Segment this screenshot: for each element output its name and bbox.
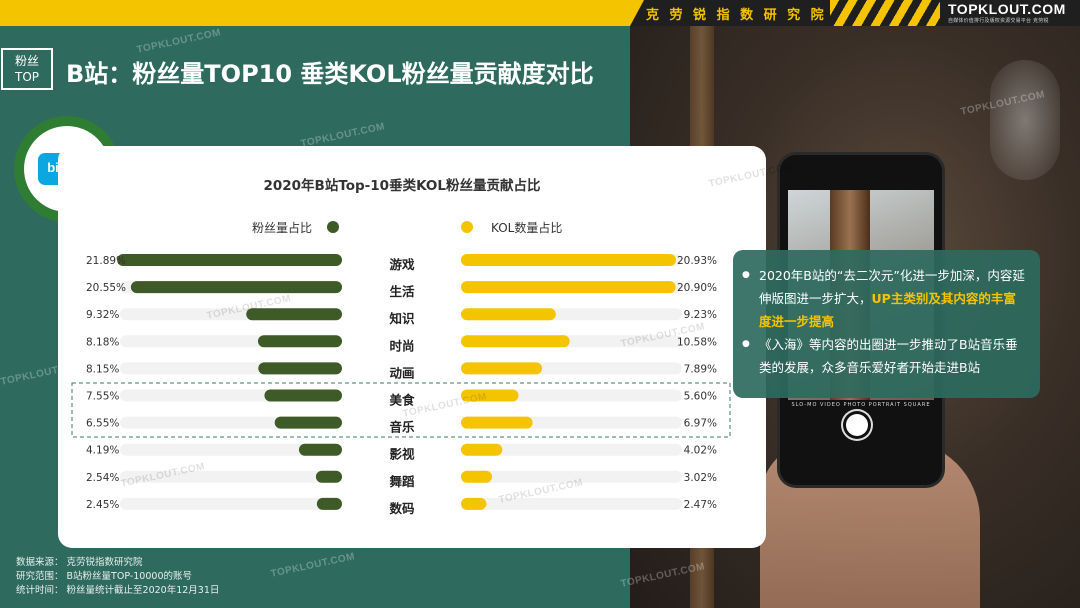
- footer-scope: 研究范围： B站粉丝量TOP-10000的账号: [16, 571, 192, 582]
- brand-subtitle: 自媒体价值排行及版权资源交易平台 克劳锐: [948, 18, 1049, 24]
- footer-notes: 数据来源： 克劳锐指数研究院 研究范围： B站粉丝量TOP-10000的账号 统…: [16, 556, 219, 598]
- fans-share-bar: [257, 335, 342, 348]
- kol-share-label: 3.02%: [684, 472, 717, 484]
- fans-share-label: 8.15%: [86, 363, 119, 375]
- fans-share-bar: [117, 254, 342, 266]
- kol-share-bar: [461, 443, 503, 456]
- legend-kol-dot: [461, 221, 473, 233]
- fans-share-label: 8.18%: [86, 336, 119, 348]
- fans-share-label: 7.55%: [86, 391, 119, 403]
- fans-share-bar: [246, 308, 342, 321]
- fans-share-label: 2.54%: [86, 472, 119, 484]
- kol-bar-track: [461, 470, 682, 483]
- fans-share-bar: [264, 389, 342, 402]
- legend-fans-dot: [327, 221, 339, 233]
- insight-1-text: 2020年B站的“去二次元”化进一步加深，内容延伸版图进一步扩大，: [759, 268, 1025, 306]
- insight-point-1: 2020年B站的“去二次元”化进一步加深，内容延伸版图进一步扩大，UP主类别及其…: [742, 264, 1026, 333]
- top-bar-stripes: [830, 0, 940, 26]
- kol-bar-track: [461, 443, 682, 456]
- footer-source: 数据来源： 克劳锐指数研究院: [16, 557, 143, 568]
- category-label: 知识: [388, 311, 415, 326]
- fans-share-label: 21.89%: [86, 255, 126, 267]
- phone-shutter-icon: [846, 414, 868, 436]
- kol-share-label: 5.60%: [684, 391, 717, 403]
- fans-share-bar: [315, 470, 342, 483]
- kol-share-bar: [461, 497, 487, 510]
- kol-share-label: 7.89%: [684, 363, 717, 375]
- fans-bar-track: [120, 443, 342, 456]
- fans-share-bar: [316, 497, 342, 510]
- fans-share-bar: [258, 362, 342, 375]
- kol-share-label: 10.58%: [677, 336, 717, 348]
- chart-title: 2020年B站Top-10垂类KOL粉丝量贡献占比: [263, 177, 540, 194]
- category-label: 舞蹈: [388, 474, 415, 489]
- fans-share-bar: [130, 281, 342, 294]
- category-label: 游戏: [389, 257, 415, 272]
- kol-share-bar: [461, 335, 570, 348]
- footer-time: 统计时间： 粉丝量统计截止至2020年12月31日: [16, 585, 220, 596]
- category-label: 美食: [389, 393, 415, 408]
- legend-fans-label: 粉丝量占比: [252, 220, 312, 235]
- kol-share-bar: [461, 254, 677, 266]
- legend-kol-label: KOL数量占比: [491, 220, 562, 235]
- category-label: 时尚: [389, 338, 414, 353]
- highlight-box: [71, 382, 731, 438]
- fans-share-label: 9.32%: [86, 309, 119, 321]
- kol-share-label: 2.47%: [684, 499, 717, 511]
- institute-name: 克 劳 锐 指 数 研 究 院: [646, 8, 827, 23]
- fans-share-label: 6.55%: [86, 418, 119, 430]
- section-tag: 粉丝 TOP: [1, 48, 53, 90]
- category-label: 生活: [389, 284, 415, 299]
- category-label: 音乐: [389, 420, 415, 435]
- section-tag-line1: 粉丝: [14, 54, 39, 68]
- kol-share-label: 4.02%: [684, 445, 717, 457]
- insights-box: 2020年B站的“去二次元”化进一步加深，内容延伸版图进一步扩大，UP主类别及其…: [733, 250, 1040, 398]
- insight-1-highlight: UP主类别及其内容的丰富度进一步提高: [759, 291, 1016, 329]
- fans-share-bar: [298, 443, 342, 456]
- fans-bar-track: [120, 470, 342, 483]
- kol-share-label: 20.90%: [677, 282, 717, 294]
- phone-camera-modes: SLO-MO VIDEO PHOTO PORTRAIT SQUARE: [791, 402, 931, 408]
- fans-share-label: 20.55%: [86, 282, 126, 294]
- brand-logo-text: TOPKLOUT.COM: [948, 1, 1066, 17]
- kol-share-bar: [461, 416, 533, 429]
- kol-share-label: 6.97%: [684, 418, 717, 430]
- category-label: 影视: [389, 447, 415, 462]
- fans-share-label: 2.45%: [86, 499, 119, 511]
- kol-share-bar: [461, 470, 493, 483]
- kol-share-bar: [461, 362, 543, 375]
- kol-bar-track: [461, 497, 682, 510]
- fans-share-label: 4.19%: [86, 445, 119, 457]
- kol-share-bar: [461, 308, 556, 321]
- category-label: 动画: [389, 365, 414, 380]
- insight-point-2: 《入海》等内容的出圈进一步推动了B站音乐垂类的发展，众多音乐爱好者开始走进B站: [742, 333, 1026, 379]
- photo-lamp: [990, 60, 1060, 180]
- kol-share-label: 9.23%: [684, 309, 717, 321]
- kol-share-bar: [461, 281, 676, 294]
- category-label: 数码: [388, 501, 414, 516]
- fans-bar-track: [120, 497, 342, 510]
- page-title: B站：粉丝量TOP10 垂类KOL粉丝量贡献度对比: [66, 60, 594, 88]
- kol-share-bar: [461, 389, 519, 402]
- fans-share-bar: [274, 416, 342, 429]
- section-tag-line2: TOP: [14, 70, 39, 84]
- kol-share-label: 20.93%: [677, 255, 717, 267]
